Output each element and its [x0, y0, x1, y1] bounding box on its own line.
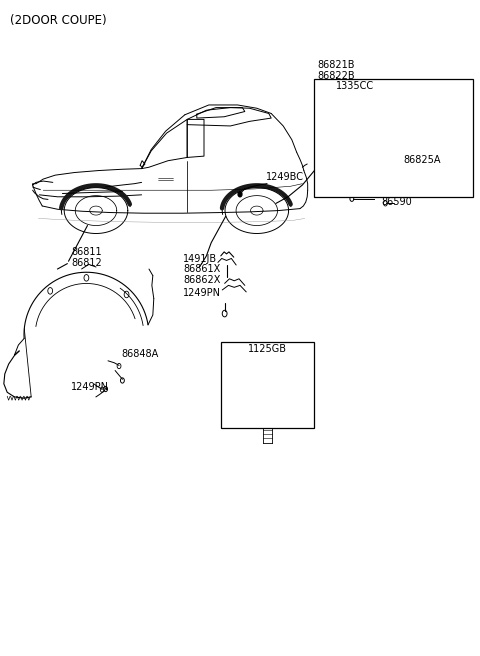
- Bar: [314, 79, 473, 197]
- Text: 86811: 86811: [71, 247, 102, 257]
- Text: 1125GB: 1125GB: [248, 344, 287, 354]
- Text: 86848A: 86848A: [121, 349, 158, 359]
- Text: (2DOOR COUPE): (2DOOR COUPE): [10, 14, 106, 28]
- Text: 86821B: 86821B: [318, 60, 355, 70]
- Text: 86822B: 86822B: [318, 71, 355, 81]
- Text: 1491JB: 1491JB: [183, 254, 217, 264]
- Text: 86861X: 86861X: [183, 264, 221, 274]
- Bar: [221, 342, 314, 428]
- Text: 86825A: 86825A: [403, 155, 441, 165]
- Text: 86862X: 86862X: [183, 275, 221, 285]
- Text: 1249BC: 1249BC: [266, 173, 304, 182]
- Text: 1249PN: 1249PN: [183, 288, 221, 298]
- Text: 1335CC: 1335CC: [336, 81, 374, 91]
- Circle shape: [238, 192, 242, 197]
- Text: 1249PN: 1249PN: [71, 382, 109, 392]
- Text: 86812: 86812: [71, 258, 102, 268]
- Text: 86590: 86590: [382, 197, 412, 207]
